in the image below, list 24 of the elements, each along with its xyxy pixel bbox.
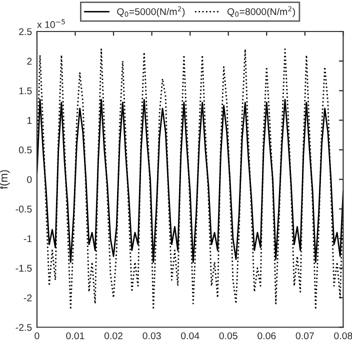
y-tick-label: -2 bbox=[24, 294, 32, 302]
x-tick-label: 0.04 bbox=[181, 332, 200, 340]
y-tick-label: -2.5 bbox=[16, 324, 32, 331]
legend-label: Q$_{0}$=5000(N/m$^{2}$) bbox=[117, 6, 185, 18]
x-tick-label: 0.02 bbox=[104, 332, 122, 340]
x-tick-label: 0.05 bbox=[219, 332, 238, 340]
y-tick-label: -1.5 bbox=[16, 264, 32, 272]
x-tick-label: 0.08 bbox=[334, 332, 352, 340]
x-tick-label: 0 bbox=[34, 332, 40, 340]
y-tick-label: 1.5 bbox=[19, 87, 32, 94]
x-tick-label: 0.03 bbox=[142, 332, 161, 340]
text: x 10$^{−5}$ bbox=[37, 19, 65, 28]
y-tick-label: 2.5 bbox=[19, 28, 32, 36]
y-tick-label: 1 bbox=[27, 117, 32, 124]
y-tick-label: 0.5 bbox=[18, 146, 32, 154]
y-tick-label: 2 bbox=[27, 58, 32, 65]
x-tick-label: 0.01 bbox=[66, 332, 84, 340]
y-tick-label: -1 bbox=[24, 235, 32, 242]
line-series bbox=[36, 48, 344, 310]
y-tick-label: -0.5 bbox=[16, 206, 32, 213]
legend-label: Q$_{0}$=8000(N/m$^{2}$) bbox=[227, 6, 295, 18]
x-tick-label: 0.07 bbox=[296, 332, 314, 340]
y-tick-label: 0 bbox=[27, 176, 32, 183]
x-tick-label: 0.06 bbox=[258, 332, 276, 340]
